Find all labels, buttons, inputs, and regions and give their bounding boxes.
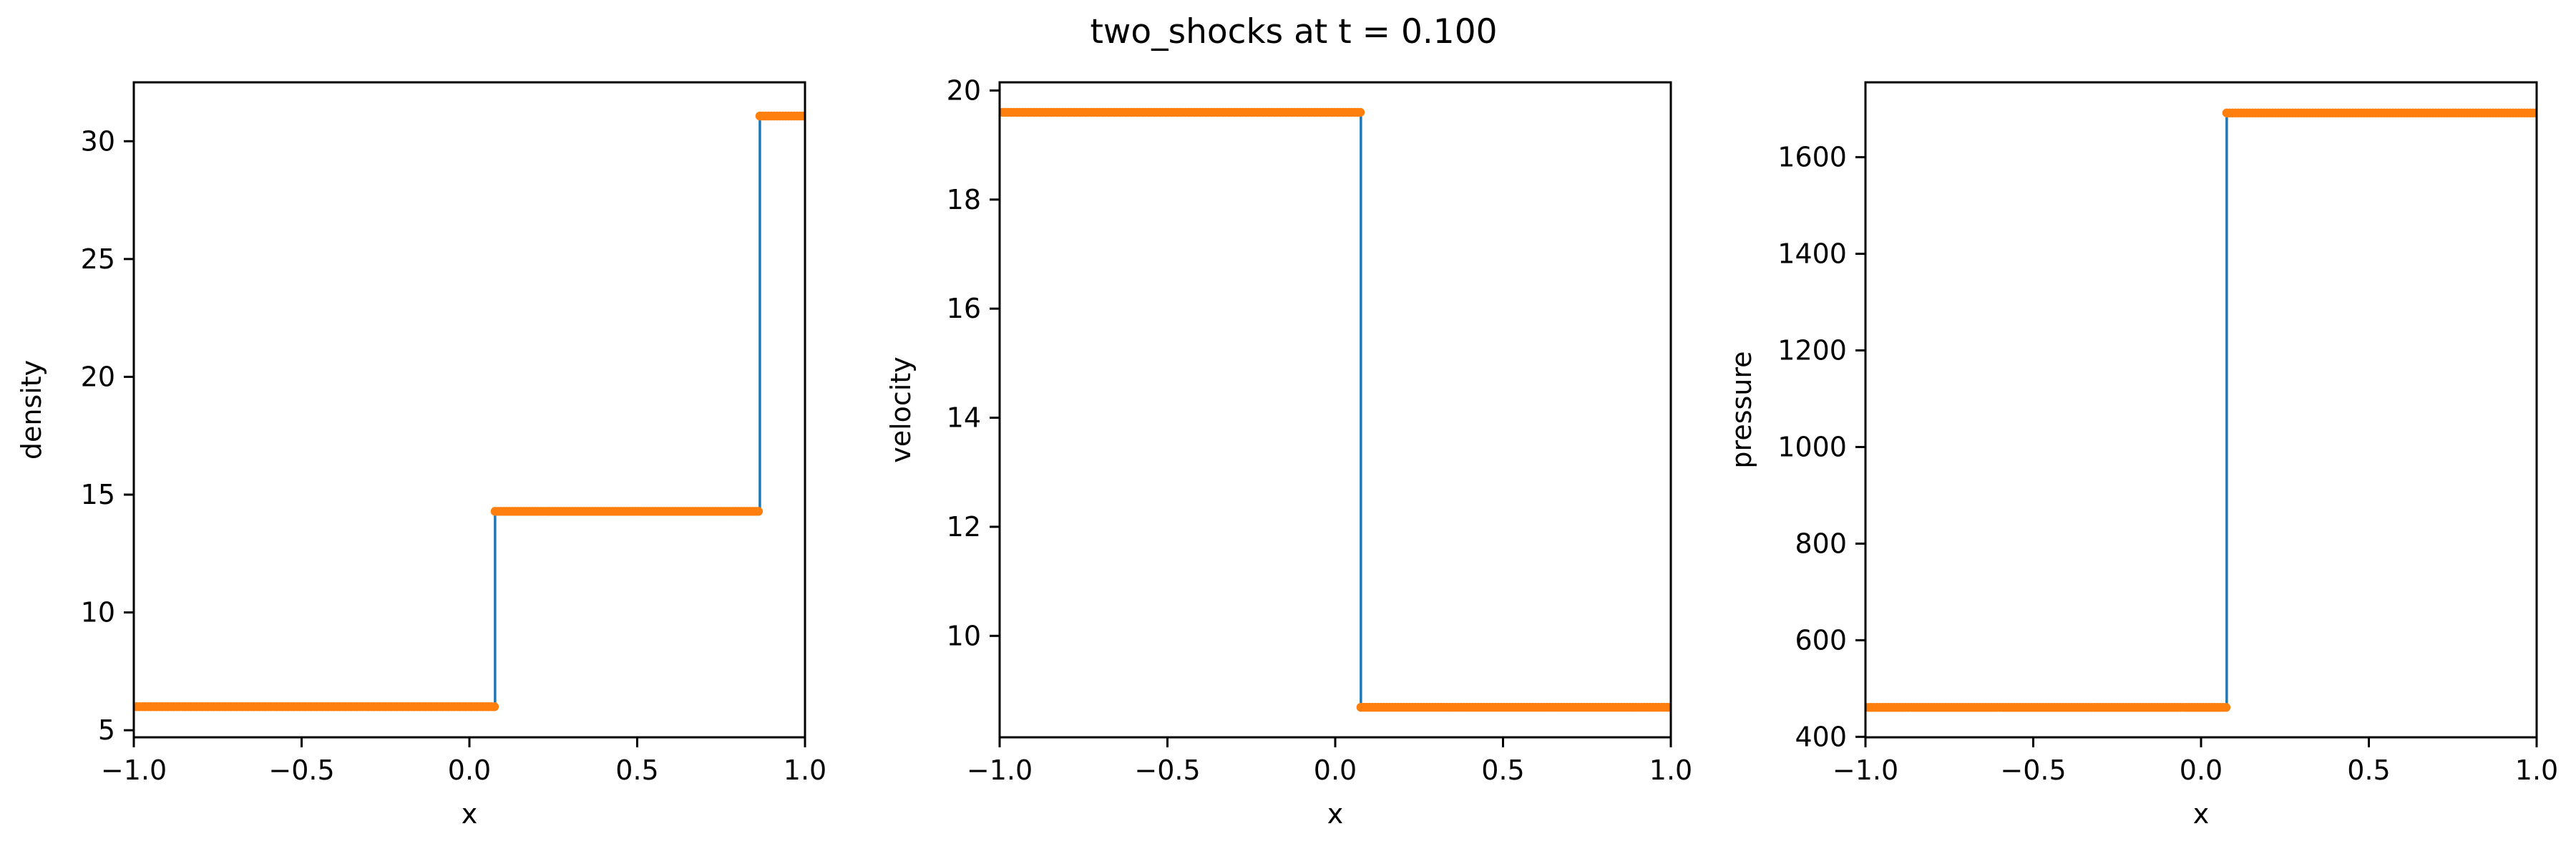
density-data-point [753, 507, 763, 516]
pressure-x-axis-label: x [2193, 798, 2210, 830]
pressure-x-tick-label: 0.5 [2347, 754, 2390, 786]
velocity-plot-area: −1.0 −0.5 0.0 0.5 1.0 10 12 14 16 18 20 [947, 74, 1693, 786]
pressure-x-tick-label: −1.0 [1833, 754, 1898, 786]
pressure-y-tick-label: 1600 [1777, 142, 1847, 173]
density-y-tick-label: 20 [81, 361, 115, 392]
pressure-x-tick-label: −0.5 [2000, 754, 2066, 786]
velocity-y-axis-label: velocity [885, 356, 917, 463]
density-y-tick-label: 5 [98, 714, 115, 746]
velocity-x-tick-label: −1.0 [967, 754, 1033, 786]
velocity-x-tick-label: 0.0 [1314, 754, 1357, 786]
density-subplot: −1.0 −0.5 0.0 0.5 1.0 5 10 15 20 25 30 x density [16, 81, 826, 830]
velocity-y-tick-label: 18 [947, 184, 981, 215]
pressure-y-tick-label: 400 [1795, 721, 1847, 752]
pressure-plot-area: −1.0 −0.5 0.0 0.5 1.0 400 600 800 1000 1200 1400 16… [1777, 81, 2558, 786]
velocity-y-tick-label: 12 [947, 511, 981, 543]
velocity-x-tick-label: −0.5 [1134, 754, 1200, 786]
velocity-markers-segment [1000, 107, 1365, 117]
pressure-x-tick-label: 0.0 [2180, 754, 2223, 786]
velocity-x-tick-label: 1.0 [1649, 754, 1692, 786]
pressure-markers-segment [2222, 108, 2537, 117]
density-data-point [798, 111, 805, 121]
velocity-markers-segment [1356, 702, 1671, 712]
pressure-x-tick-label: 1.0 [2515, 754, 2558, 786]
velocity-y-tick-label: 10 [947, 620, 981, 651]
velocity-x-tick-label: 0.5 [1481, 754, 1524, 786]
density-y-tick-label: 10 [81, 597, 115, 629]
density-markers-segment [134, 702, 499, 712]
velocity-data-point [1665, 702, 1671, 712]
density-plot-area: −1.0 −0.5 0.0 0.5 1.0 5 10 15 20 25 30 [81, 81, 826, 786]
density-markers-segment [490, 507, 763, 516]
pressure-data-layer [1865, 108, 2537, 712]
density-y-axis-label: density [16, 360, 47, 460]
pressure-y-tick-label: 1200 [1777, 335, 1847, 367]
density-markers-segment [755, 111, 805, 121]
pressure-y-tick-label: 1000 [1777, 431, 1847, 462]
velocity-y-tick-label: 16 [947, 293, 981, 324]
pressure-y-axis-label: pressure [1726, 351, 1757, 468]
density-data-layer [134, 111, 805, 712]
pressure-subplot: −1.0 −0.5 0.0 0.5 1.0 400 600 800 1000 1200 1400 16… [1726, 81, 2558, 830]
pressure-y-tick-label: 800 [1795, 528, 1847, 559]
pressure-y-tick-label: 1400 [1777, 238, 1847, 270]
pressure-y-tick-label: 600 [1795, 624, 1847, 656]
velocity-y-tick-label: 14 [947, 402, 981, 434]
density-x-tick-label: −1.0 [101, 754, 167, 786]
pressure-markers-segment [1865, 703, 2231, 712]
density-x-tick-label: 0.0 [448, 754, 491, 786]
velocity-y-tick-label: 20 [947, 74, 981, 106]
pressure-data-point [2531, 108, 2537, 117]
density-x-axis-label: x [462, 798, 478, 830]
density-x-tick-label: −0.5 [268, 754, 334, 786]
velocity-x-axis-label: x [1327, 798, 1344, 830]
velocity-data-layer [1000, 107, 1671, 712]
density-data-point [489, 702, 499, 712]
density-y-tick-label: 25 [81, 243, 115, 275]
density-x-tick-label: 0.5 [615, 754, 658, 786]
pressure-data-point [2221, 703, 2231, 712]
density-y-tick-label: 30 [81, 125, 115, 157]
density-y-tick-label: 15 [81, 479, 115, 510]
figure-title: two_shocks at t = 0.100 [1090, 12, 1497, 52]
velocity-data-point [1355, 107, 1365, 117]
density-x-tick-label: 1.0 [784, 754, 826, 786]
velocity-subplot: −1.0 −0.5 0.0 0.5 1.0 10 12 14 16 18 20 x velocity [885, 74, 1692, 830]
